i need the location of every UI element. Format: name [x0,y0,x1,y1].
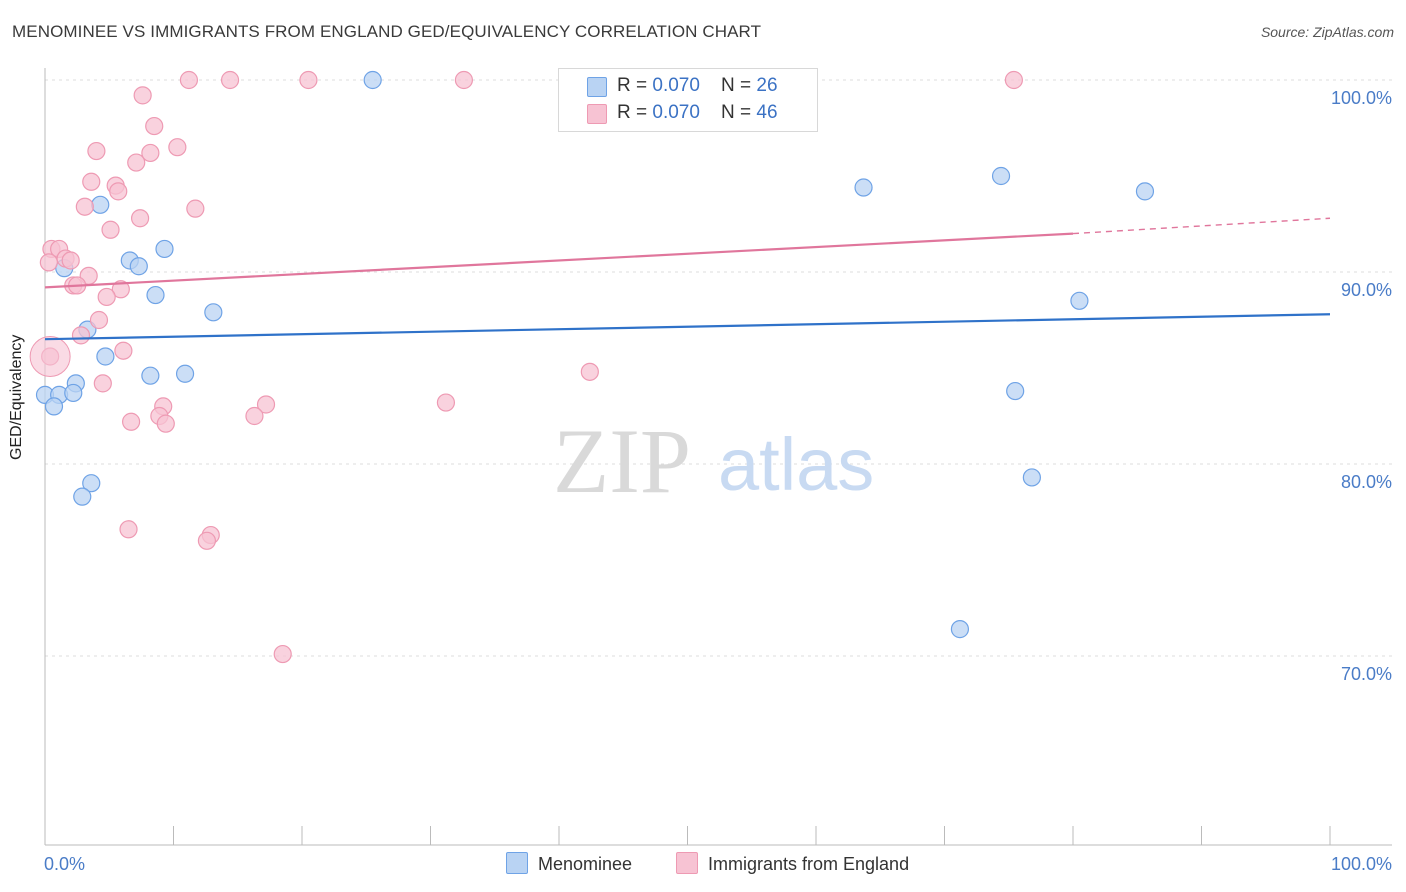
y-tick-label: 100.0% [1331,88,1392,108]
data-point [156,414,175,433]
data-point [220,70,240,90]
data-point [950,620,970,639]
data-point [89,310,109,330]
x-tick-label: 100.0% [1331,854,1392,874]
data-point [130,209,150,228]
data-point [109,182,128,201]
data-point [1004,70,1023,90]
data-point [111,280,130,299]
data-point [197,531,217,550]
watermark: ZIP atlas [553,410,874,512]
data-point [245,406,264,426]
legend-r-value: 0.070 [652,75,700,96]
legend-swatch-england [587,104,607,124]
data-point [299,70,318,90]
data-point [454,70,474,90]
bottom-legend-england: Immigrants from England [676,852,909,875]
legend-row-england: R = 0.070 N = 46 [617,102,778,124]
data-point [256,395,276,414]
data-point [82,474,101,493]
legend-r-label: R = [617,102,653,123]
trend-line-dashed [1072,217,1331,235]
legend-row-menominee: R = 0.070 N = 26 [617,75,778,97]
data-point [44,397,64,416]
data-point [1070,291,1089,310]
data-point [155,239,174,259]
data-point [127,153,146,172]
tick-labels: 100.0% 90.0% 80.0% 70.0% 0.0% 100.0% [44,88,1392,874]
data-point [101,220,120,239]
data-point [1006,381,1025,401]
data-point [179,70,199,90]
data-point [141,143,160,163]
data-point [61,251,80,270]
data-point [87,141,106,161]
trend-line [44,313,1331,341]
data-point [175,364,195,383]
data-point [114,341,133,360]
trend-line [44,232,1074,289]
data-point [82,172,101,191]
legend-swatch-menominee [587,77,607,97]
data-point-large [29,335,71,377]
trend-lines [44,217,1331,341]
x-tick-label: 0.0% [44,854,85,874]
legend-n-label: N = [721,75,757,96]
chart-title: MENOMINEE VS IMMIGRANTS FROM ENGLAND GED… [12,22,762,41]
y-tick-label: 80.0% [1341,472,1392,492]
data-point [129,257,148,276]
watermark-atlas: atlas [718,423,874,506]
bottom-legend-swatch-england [676,852,698,874]
data-point [93,374,112,393]
data-point [273,644,292,664]
data-point [580,362,599,381]
bottom-legend-label-menominee: Menominee [538,854,633,874]
data-point [97,287,116,307]
watermark-zip: ZIP [553,410,691,512]
data-point [363,70,382,90]
legend-r-label: R = [617,75,653,96]
data-point [141,366,160,385]
legend: R = 0.070 N = 26 R = 0.070 N = 46 [558,68,818,132]
bottom-legend-swatch-menominee [506,852,528,874]
data-point [1135,182,1155,201]
data-point [73,487,92,506]
data-point [168,138,187,157]
legend-n-value: 26 [756,75,778,96]
data-point [91,195,110,214]
bottom-legend-menominee: Menominee [506,852,632,875]
data-point [39,253,58,272]
legend-n-value: 46 [756,102,778,123]
legend-n-label: N = [721,102,757,123]
data-point [186,199,205,218]
bottom-legend-label-england: Immigrants from England [708,854,910,874]
axes [44,68,1392,846]
y-tick-label: 90.0% [1341,280,1392,300]
data-point [204,303,223,322]
data-point [854,178,873,197]
data-point [1022,468,1041,487]
source-label: Source: ZipAtlas.com [1260,24,1394,40]
data-point [71,326,91,345]
y-tick-label: 70.0% [1341,664,1392,684]
data-point [96,347,115,366]
data-point [145,116,164,136]
data-point [133,86,152,105]
data-point [991,166,1011,186]
series-menominee-points [35,70,1155,639]
data-point [119,520,138,539]
data-point [436,393,456,412]
data-point [64,383,83,403]
legend-r-value: 0.070 [652,102,700,123]
grid-lines [45,79,1392,657]
data-point [121,412,141,431]
series-england-points [29,70,1023,664]
data-point [146,285,165,305]
data-point [75,197,94,216]
